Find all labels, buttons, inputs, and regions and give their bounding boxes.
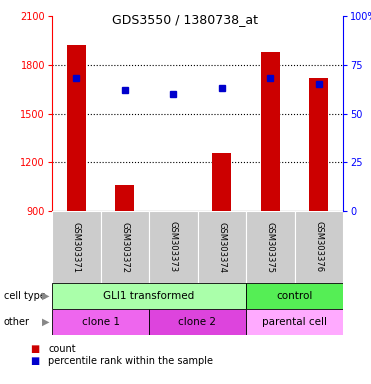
Bar <box>52 211 101 283</box>
Text: clone 1: clone 1 <box>82 317 119 327</box>
Bar <box>212 152 232 211</box>
Bar <box>115 185 134 211</box>
Bar <box>295 211 343 283</box>
Bar <box>149 309 246 335</box>
Bar <box>164 211 183 216</box>
Bar <box>246 309 343 335</box>
Bar <box>309 78 328 211</box>
Text: clone 2: clone 2 <box>178 317 217 327</box>
Bar <box>246 211 295 283</box>
Text: GSM303373: GSM303373 <box>169 222 178 273</box>
Text: ▶: ▶ <box>42 291 50 301</box>
Text: other: other <box>4 317 30 327</box>
Text: GSM303375: GSM303375 <box>266 222 275 273</box>
Text: GSM303371: GSM303371 <box>72 222 81 273</box>
Bar <box>260 52 280 211</box>
Bar <box>101 211 149 283</box>
Bar <box>52 283 246 309</box>
Bar <box>149 211 197 283</box>
Text: ■: ■ <box>30 344 39 354</box>
Bar <box>197 211 246 283</box>
Text: count: count <box>48 344 76 354</box>
Text: GSM303376: GSM303376 <box>314 222 323 273</box>
Text: control: control <box>276 291 313 301</box>
Text: GSM303372: GSM303372 <box>120 222 129 273</box>
Text: ■: ■ <box>30 356 39 366</box>
Text: GSM303374: GSM303374 <box>217 222 226 273</box>
Bar <box>52 309 149 335</box>
Bar <box>66 45 86 211</box>
Text: parental cell: parental cell <box>262 317 327 327</box>
Text: percentile rank within the sample: percentile rank within the sample <box>48 356 213 366</box>
Text: GLI1 transformed: GLI1 transformed <box>104 291 195 301</box>
Text: ▶: ▶ <box>42 317 50 327</box>
Bar <box>246 283 343 309</box>
Text: cell type: cell type <box>4 291 46 301</box>
Text: GDS3550 / 1380738_at: GDS3550 / 1380738_at <box>112 13 259 26</box>
